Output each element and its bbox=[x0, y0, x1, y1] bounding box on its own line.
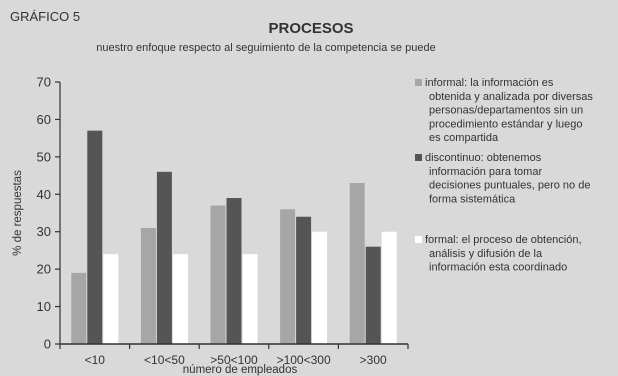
legend-label: personas/departamentos sin un bbox=[429, 105, 583, 117]
chart-title: PROCESOS bbox=[268, 20, 353, 37]
legend-swatch bbox=[415, 236, 422, 243]
legend-label: procedimiento estándar y luego bbox=[429, 118, 582, 130]
bar-series1-cat2 bbox=[140, 227, 156, 344]
y-tick-label: 20 bbox=[37, 262, 51, 277]
bar-series1-cat1 bbox=[71, 272, 87, 344]
legend-swatch bbox=[415, 154, 422, 161]
x-tick-label: >50<100 bbox=[210, 353, 258, 367]
bar-series3-cat3 bbox=[242, 254, 258, 344]
legend-label: información para tomar bbox=[429, 166, 542, 178]
bar-series2-cat3 bbox=[226, 198, 242, 344]
bar-series2-cat1 bbox=[87, 130, 103, 344]
legend-label: forma sistemática bbox=[429, 193, 516, 205]
bar-series2-cat5 bbox=[365, 246, 381, 344]
bar-series1-cat5 bbox=[349, 183, 365, 344]
legend-label: informal: la información es bbox=[425, 77, 554, 89]
x-tick-label: <10<50 bbox=[144, 353, 185, 367]
legend-label: obtenida y analizada por diversas bbox=[429, 91, 593, 103]
bar-series3-cat1 bbox=[103, 254, 119, 344]
bar-series3-cat4 bbox=[312, 231, 328, 344]
y-tick-label: 60 bbox=[37, 112, 51, 127]
plot-area: 0 10 20 30 40 50 60 70 <10 <10<50 >50<100 >100<300 >… bbox=[37, 75, 409, 367]
y-tick-label: 30 bbox=[37, 224, 51, 239]
x-tick-label: >300 bbox=[360, 353, 387, 367]
bar-series3-cat2 bbox=[172, 254, 188, 344]
y-tick-label: 50 bbox=[37, 149, 51, 164]
y-tick-label: 0 bbox=[44, 337, 51, 352]
x-tick-label: >100<300 bbox=[277, 353, 331, 367]
y-tick-label: 10 bbox=[37, 299, 51, 314]
x-tick-label: <10 bbox=[85, 353, 106, 367]
chart-subtitle: nuestro enfoque respecto al seguimiento … bbox=[96, 42, 435, 54]
y-tick-label: 40 bbox=[37, 187, 51, 202]
y-tick-label: 70 bbox=[37, 75, 51, 90]
legend-label: es compartida bbox=[429, 132, 499, 144]
legend-label: formal: el proceso de obtención, bbox=[425, 234, 582, 246]
legend-swatch bbox=[415, 79, 422, 86]
x-axis-label: número de empleados bbox=[183, 364, 298, 376]
bar-series2-cat4 bbox=[296, 216, 312, 344]
legend-label: decisiones puntuales, pero no de bbox=[429, 180, 590, 192]
legend-label: análisis y difusión de la bbox=[429, 248, 543, 260]
bar-series3-cat5 bbox=[381, 231, 397, 344]
bar-series2-cat2 bbox=[156, 171, 172, 344]
legend-label: discontinuo: obtenemos bbox=[425, 152, 542, 164]
legend: informal: la información es obtenida y an… bbox=[415, 77, 593, 274]
bar-series1-cat4 bbox=[280, 209, 296, 344]
figure-label: GRÁFICO 5 bbox=[10, 9, 80, 24]
legend-label: información esta coordinado bbox=[429, 262, 567, 274]
y-axis-label: % de respuestas bbox=[12, 170, 24, 256]
bar-series1-cat3 bbox=[210, 205, 226, 344]
